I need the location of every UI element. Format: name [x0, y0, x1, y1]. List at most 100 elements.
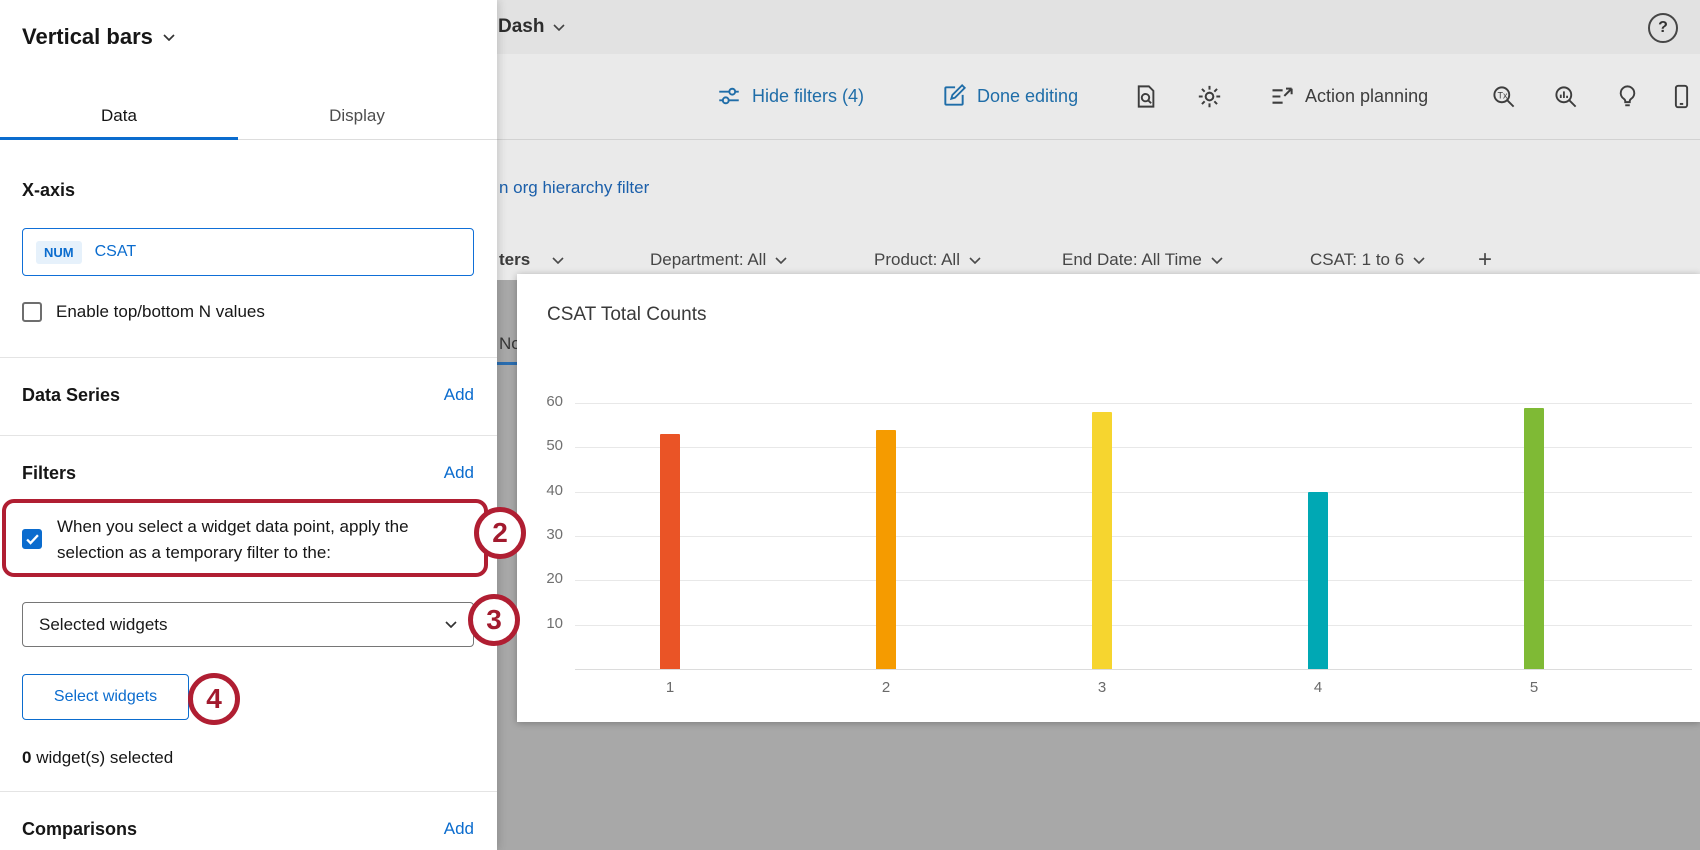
widget-type-selector[interactable]: Vertical bars [22, 24, 175, 50]
xaxis-heading: X-axis [22, 180, 76, 200]
filters-menu-label: ters [499, 250, 531, 269]
filter-product[interactable]: Product: All [874, 240, 981, 280]
add-filter-link[interactable]: Add [443, 463, 474, 482]
bar-chart-plot: 10 20 30 40 50 60 1 2 3 4 5 [546, 381, 1692, 696]
widget-editor-panel: Vertical bars Data Display X-axis NUM CS… [0, 0, 497, 850]
select-widgets-button[interactable]: Select widgets [22, 674, 189, 720]
settings-button[interactable] [1196, 54, 1223, 138]
stats-iq-button[interactable] [1552, 54, 1579, 138]
selected-widgets-count: 0 widget(s) selected [22, 748, 173, 768]
annotation-step-4: 4 [188, 673, 240, 725]
org-hierarchy-filter-link[interactable]: n org hierarchy filter [499, 178, 650, 197]
check-icon [25, 533, 39, 545]
add-filter-button[interactable]: + [1478, 240, 1492, 280]
help-label: ? [1658, 19, 1668, 36]
tab-data[interactable]: Data [0, 93, 238, 140]
apply-temporary-filter-row[interactable]: When you select a widget data point, app… [22, 514, 422, 565]
widgets-scope-dropdown[interactable]: Selected widgets [22, 602, 474, 647]
x-axis-tick-label: 1 [665, 679, 675, 696]
chevron-down-icon [969, 256, 981, 264]
gear-icon [1198, 85, 1221, 107]
bar-category-3[interactable] [1092, 412, 1112, 669]
done-editing-button[interactable]: Done editing [941, 54, 1078, 138]
xaxis-field[interactable]: NUM CSAT [22, 228, 474, 276]
plus-icon: + [1478, 246, 1493, 273]
x-axis-tick-label: 5 [1529, 679, 1539, 696]
widgets-scope-value: Selected widgets [39, 614, 168, 634]
page-tab-active-underline [497, 362, 517, 365]
apply-temporary-filter-label: When you select a widget data point, app… [57, 517, 409, 562]
top-bottom-n-row[interactable]: Enable top/bottom N values [22, 302, 265, 322]
chevron-down-icon [775, 256, 787, 264]
mobile-preview-button[interactable] [1668, 54, 1695, 138]
svg-text:Tx: Tx [1498, 90, 1508, 100]
filter-department-label: Department: All [650, 250, 767, 269]
y-axis-tick-label: 40 [546, 481, 563, 499]
gridline [575, 403, 1692, 405]
help-button[interactable]: ? [1648, 13, 1678, 43]
page-tab-fragment: No [499, 334, 517, 353]
action-planning-icon [1272, 87, 1293, 104]
y-axis-tick-label: 50 [546, 437, 563, 455]
filters-menu-truncated[interactable]: ters [499, 240, 564, 280]
apply-temporary-filter-checkbox[interactable] [22, 529, 42, 549]
chevron-down-icon [552, 256, 564, 264]
widget-title: CSAT Total Counts [547, 304, 707, 325]
filter-department[interactable]: Department: All [650, 240, 787, 280]
filter-product-label: Product: All [874, 250, 960, 269]
dashboard-title-menu[interactable]: Dash [498, 0, 566, 54]
filter-csat[interactable]: CSAT: 1 to 6 [1310, 240, 1425, 280]
x-axis-tick-label: 2 [881, 679, 891, 696]
text-iq-button[interactable]: Tx [1490, 54, 1517, 138]
chevron-down-icon [445, 621, 457, 628]
gridline [575, 536, 1692, 538]
chevron-down-icon [163, 33, 175, 41]
done-editing-label: Done editing [977, 85, 1079, 106]
bar-category-4[interactable] [1308, 491, 1328, 669]
gridline [575, 624, 1692, 626]
hide-filters-label: Hide filters (4) [752, 85, 865, 106]
filters-sliders-icon [719, 87, 739, 105]
top-bottom-n-checkbox[interactable] [22, 302, 42, 322]
filters-heading: Filters [22, 462, 77, 483]
field-type-badge: NUM [36, 240, 82, 264]
comparisons-section-header: Comparisons Add [22, 808, 474, 850]
suggestions-button[interactable] [1614, 54, 1641, 138]
annotation-step-2: 2 [474, 507, 526, 559]
editor-tabs: Data Display [0, 93, 497, 140]
lightbulb-icon [1619, 84, 1636, 106]
bar-category-2[interactable] [876, 429, 896, 669]
add-data-series-link[interactable]: Add [443, 385, 474, 404]
action-planning-label: Action planning [1305, 85, 1429, 106]
y-axis-tick-label: 30 [546, 526, 563, 544]
gridline [575, 447, 1692, 449]
hide-filters-button[interactable]: Hide filters (4) [716, 54, 864, 138]
dashboard-title-label: Dash [498, 16, 545, 37]
filter-end-date[interactable]: End Date: All Time [1062, 240, 1223, 280]
divider [0, 435, 497, 436]
data-series-section-header: Data Series Add [22, 374, 474, 416]
csat-widget-card[interactable]: CSAT Total Counts 10 20 30 40 50 60 1 2 3 4 5 [517, 274, 1700, 722]
y-axis-tick-label: 10 [546, 614, 563, 632]
selected-count-suffix: widget(s) selected [31, 748, 174, 767]
bar-category-5[interactable] [1524, 407, 1544, 669]
document-search-button[interactable] [1132, 54, 1159, 138]
filter-csat-label: CSAT: 1 to 6 [1310, 250, 1405, 269]
divider [0, 357, 497, 358]
bar-category-1[interactable] [660, 434, 680, 669]
y-axis-tick-label: 20 [546, 570, 563, 588]
action-planning-button[interactable]: Action planning [1268, 54, 1428, 138]
chevron-down-icon [1211, 256, 1223, 264]
x-axis-tick-label: 4 [1313, 679, 1323, 696]
document-search-icon [1137, 84, 1155, 108]
chevron-down-icon [553, 23, 566, 31]
add-comparison-link[interactable]: Add [443, 819, 474, 838]
chevron-down-icon [1413, 256, 1425, 264]
edit-pencil-icon [944, 83, 967, 106]
y-axis-tick-label: 60 [546, 393, 563, 411]
comparisons-heading: Comparisons [22, 818, 138, 839]
widget-type-label: Vertical bars [22, 24, 153, 49]
tab-display[interactable]: Display [329, 106, 385, 125]
stats-iq-magnifier-icon [1555, 85, 1577, 107]
annotation-step-3: 3 [468, 594, 520, 646]
